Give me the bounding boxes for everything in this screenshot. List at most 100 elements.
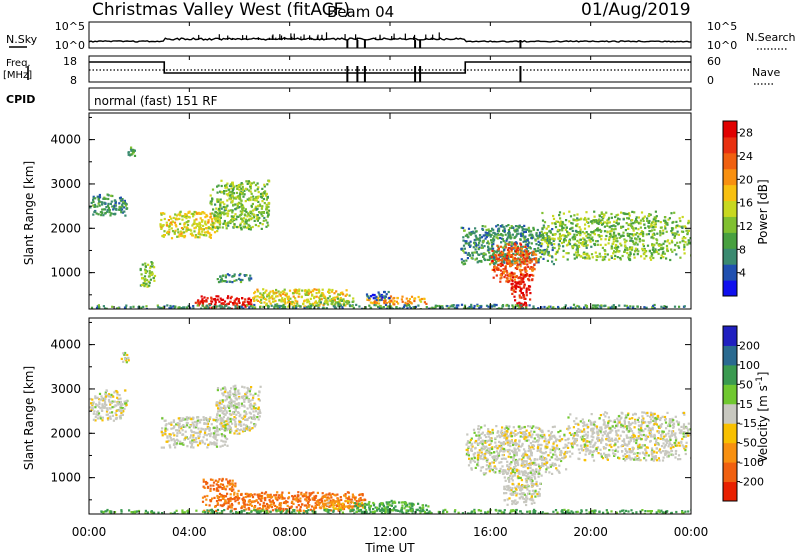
data-cell xyxy=(214,217,217,220)
data-cell xyxy=(235,394,238,397)
data-cell xyxy=(671,250,674,253)
data-cell xyxy=(518,296,521,299)
data-cell xyxy=(488,258,491,261)
data-cell xyxy=(230,295,233,298)
data-cell xyxy=(616,250,619,253)
data-cell xyxy=(108,411,112,414)
data-cell xyxy=(497,249,500,252)
data-cell xyxy=(231,181,234,184)
data-cell xyxy=(510,241,513,244)
data-cell xyxy=(379,304,382,308)
data-cell xyxy=(219,445,222,448)
data-cell xyxy=(410,295,414,298)
data-cell xyxy=(499,280,502,283)
data-cell xyxy=(221,497,224,500)
data-cell xyxy=(403,507,406,510)
data-cell xyxy=(336,297,339,300)
data-cell xyxy=(97,202,100,205)
data-cell xyxy=(205,223,208,226)
data-cell xyxy=(228,307,231,309)
data-cell xyxy=(267,209,271,212)
data-cell xyxy=(246,407,249,410)
data-cell xyxy=(201,439,204,442)
data-cell xyxy=(467,235,470,239)
data-cell xyxy=(644,251,647,254)
data-cell xyxy=(109,202,112,205)
data-cell xyxy=(389,295,393,298)
data-cell xyxy=(218,214,222,217)
data-cell xyxy=(505,259,508,262)
data-cell xyxy=(322,303,325,306)
data-cell xyxy=(617,246,620,249)
data-cell xyxy=(216,225,219,228)
data-cell xyxy=(184,436,187,440)
data-cell xyxy=(521,251,524,254)
data-cell xyxy=(611,307,614,309)
data-cell xyxy=(513,242,517,245)
data-cell xyxy=(393,303,396,306)
data-cell xyxy=(207,433,210,436)
data-cell xyxy=(253,299,256,302)
data-cell xyxy=(321,492,324,495)
data-cell xyxy=(115,416,118,420)
data-cell xyxy=(176,218,179,221)
data-cell xyxy=(323,499,327,502)
data-cell xyxy=(383,290,386,294)
data-cell xyxy=(201,304,204,307)
data-cell xyxy=(274,305,277,308)
data-cell xyxy=(238,188,241,191)
data-cell xyxy=(237,299,240,303)
data-cell xyxy=(170,421,173,424)
data-cell xyxy=(209,216,212,219)
data-cell xyxy=(194,226,197,229)
data-cell xyxy=(553,246,556,250)
data-cell xyxy=(514,290,517,293)
data-cell xyxy=(239,272,242,276)
data-cell xyxy=(582,244,585,247)
y-tick-label: 4000 xyxy=(50,133,81,147)
data-cell xyxy=(226,204,229,207)
data-cell xyxy=(363,504,367,507)
data-cell xyxy=(532,305,535,308)
data-cell xyxy=(231,201,234,204)
data-cell xyxy=(264,499,267,502)
data-cell xyxy=(207,227,210,230)
data-cell xyxy=(230,194,233,197)
data-cell xyxy=(506,252,509,255)
data-cell xyxy=(498,236,502,240)
data-cell xyxy=(253,423,256,426)
data-cell xyxy=(107,395,110,398)
data-cell xyxy=(328,288,331,291)
data-cell xyxy=(511,263,514,266)
data-cell xyxy=(531,234,534,238)
data-cell xyxy=(662,306,665,309)
data-cell xyxy=(249,190,252,193)
data-cell xyxy=(684,226,687,229)
data-cell xyxy=(258,415,261,418)
data-cell xyxy=(260,196,263,199)
data-cell xyxy=(295,499,298,502)
data-cell xyxy=(193,420,196,424)
data-cell xyxy=(292,295,295,298)
data-cell xyxy=(280,304,283,308)
data-cell xyxy=(653,216,656,219)
data-cell xyxy=(574,251,578,254)
data-cell xyxy=(271,509,275,512)
data-cell xyxy=(221,504,224,508)
data-cell xyxy=(217,433,220,436)
data-cell xyxy=(512,290,515,293)
data-cell xyxy=(524,230,527,233)
data-cell xyxy=(227,221,230,224)
data-cell xyxy=(462,259,465,262)
data-cell xyxy=(514,250,517,253)
data-cell xyxy=(687,229,690,232)
data-cell xyxy=(289,297,292,300)
data-cell xyxy=(222,425,225,428)
data-cell xyxy=(196,432,200,435)
data-cell xyxy=(462,244,466,247)
data-cell xyxy=(548,230,551,233)
data-cell xyxy=(103,400,107,403)
data-cell xyxy=(109,403,112,406)
data-cell xyxy=(514,286,517,289)
data-cell xyxy=(600,223,604,226)
